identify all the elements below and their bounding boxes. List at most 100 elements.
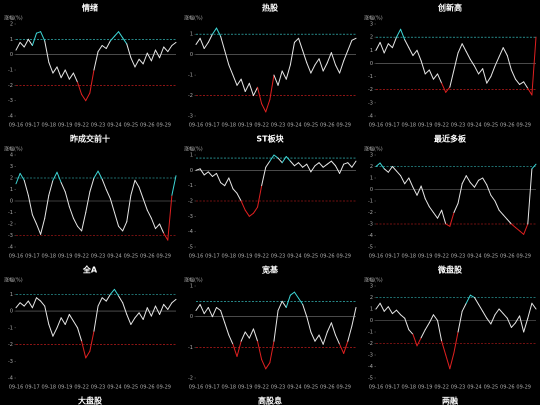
line-segment [203, 41, 209, 50]
line-segment [77, 327, 83, 342]
line-segment [118, 295, 124, 304]
line-segment [273, 154, 279, 159]
line-segment [408, 177, 414, 188]
line-segment [134, 179, 140, 188]
line-segment [19, 302, 25, 307]
y-tick-label: -2 [368, 210, 373, 216]
line-segment [457, 310, 463, 333]
x-tick-label: 09-24 [287, 254, 302, 260]
line-segment [289, 160, 295, 167]
line-segment [486, 317, 492, 325]
line-segment [199, 37, 205, 50]
x-tick-label: 09-16 [9, 254, 24, 260]
x-tick-label: 09-18 [402, 123, 417, 129]
x-tick-label: 09-23 [271, 385, 286, 391]
x-tick-label: 09-19 [238, 254, 253, 260]
line-segment [118, 31, 124, 39]
line-segment [461, 43, 467, 53]
line-segment [48, 61, 54, 74]
line-segment [207, 306, 213, 318]
y-axis-label: 涨幅(%) [184, 146, 203, 153]
panel-title: 情绪 [81, 3, 98, 13]
line-segment [232, 74, 238, 86]
line-segment [211, 306, 218, 318]
line-segment [240, 78, 246, 92]
line-segment [72, 217, 79, 227]
line-segment [89, 330, 95, 352]
line-segment [461, 302, 467, 312]
line-segment [154, 49, 161, 59]
x-tick-label: 09-23 [271, 254, 286, 260]
y-tick-label: -1 [188, 183, 193, 189]
line-segment [252, 86, 259, 97]
line-segment [126, 43, 132, 59]
y-tick-label: 1 [370, 48, 373, 54]
x-tick-label: 09-29 [516, 385, 531, 391]
line-segment [150, 49, 156, 62]
x-tick-label: 09-24 [287, 123, 302, 129]
line-segment [142, 52, 148, 65]
panel-title: 两融 [442, 396, 458, 405]
line-segment [339, 343, 345, 354]
line-segment [232, 188, 238, 194]
line-segment [314, 162, 320, 167]
line-segment [314, 58, 320, 66]
y-tick-label: 1 [190, 153, 193, 159]
x-tick-label: 09-19 [418, 123, 433, 129]
line-segment [27, 300, 33, 309]
x-tick-label: 09-17 [25, 254, 40, 260]
line-segment [199, 303, 205, 315]
line-segment [265, 160, 271, 168]
line-segment [228, 64, 234, 76]
line-segment [445, 223, 451, 227]
line-segment [56, 317, 62, 329]
y-tick-label: 0 [190, 314, 193, 320]
x-tick-label: 09-24 [287, 385, 302, 391]
x-tick-label: 09-18 [222, 123, 237, 129]
x-tick-label: 09-29 [336, 254, 351, 260]
line-segment [326, 52, 332, 64]
line-segment [453, 331, 459, 354]
x-tick-label: 09-29 [516, 123, 531, 129]
panel-title: 宽基 [261, 265, 279, 275]
line-segment [318, 58, 324, 72]
y-tick-label: 0 [10, 52, 13, 58]
x-tick-label: 09-24 [107, 385, 122, 391]
line-segment [383, 306, 389, 312]
line-segment [502, 47, 508, 57]
line-segment [211, 27, 218, 35]
line-segment [105, 293, 111, 302]
y-tick-label: 2 [10, 22, 13, 28]
line-segment [310, 331, 316, 342]
line-segment [89, 69, 95, 94]
line-segment [265, 99, 271, 113]
line-segment [109, 35, 115, 42]
line-segment [146, 52, 152, 62]
line-segment [449, 69, 455, 88]
line-segment [44, 305, 50, 325]
line-segment [101, 297, 107, 302]
line-segment [85, 350, 91, 359]
x-tick-label: 09-29 [336, 385, 351, 391]
x-tick-label: 09-25 [484, 254, 499, 260]
line-segment [171, 175, 177, 196]
line-segment [60, 317, 66, 325]
panel-title: ST板块 [256, 134, 284, 144]
y-tick-label: 1 [370, 176, 373, 182]
line-segment [490, 314, 496, 325]
line-segment [122, 37, 128, 45]
line-segment [122, 221, 128, 232]
line-segment [412, 186, 418, 196]
y-tick-label: 2 [370, 35, 373, 41]
line-segment [482, 177, 488, 186]
line-segment [302, 303, 308, 318]
x-tick-label: 09-29 [156, 123, 171, 129]
y-tick-label: -4 [8, 114, 13, 120]
y-axis-label: 涨幅(%) [4, 15, 23, 22]
line-segment [232, 343, 238, 358]
line-segment [163, 303, 169, 310]
x-tick-label: 09-19 [418, 385, 433, 391]
x-tick-label: 09-22 [254, 385, 269, 391]
y-tick-label: -3 [368, 353, 373, 359]
